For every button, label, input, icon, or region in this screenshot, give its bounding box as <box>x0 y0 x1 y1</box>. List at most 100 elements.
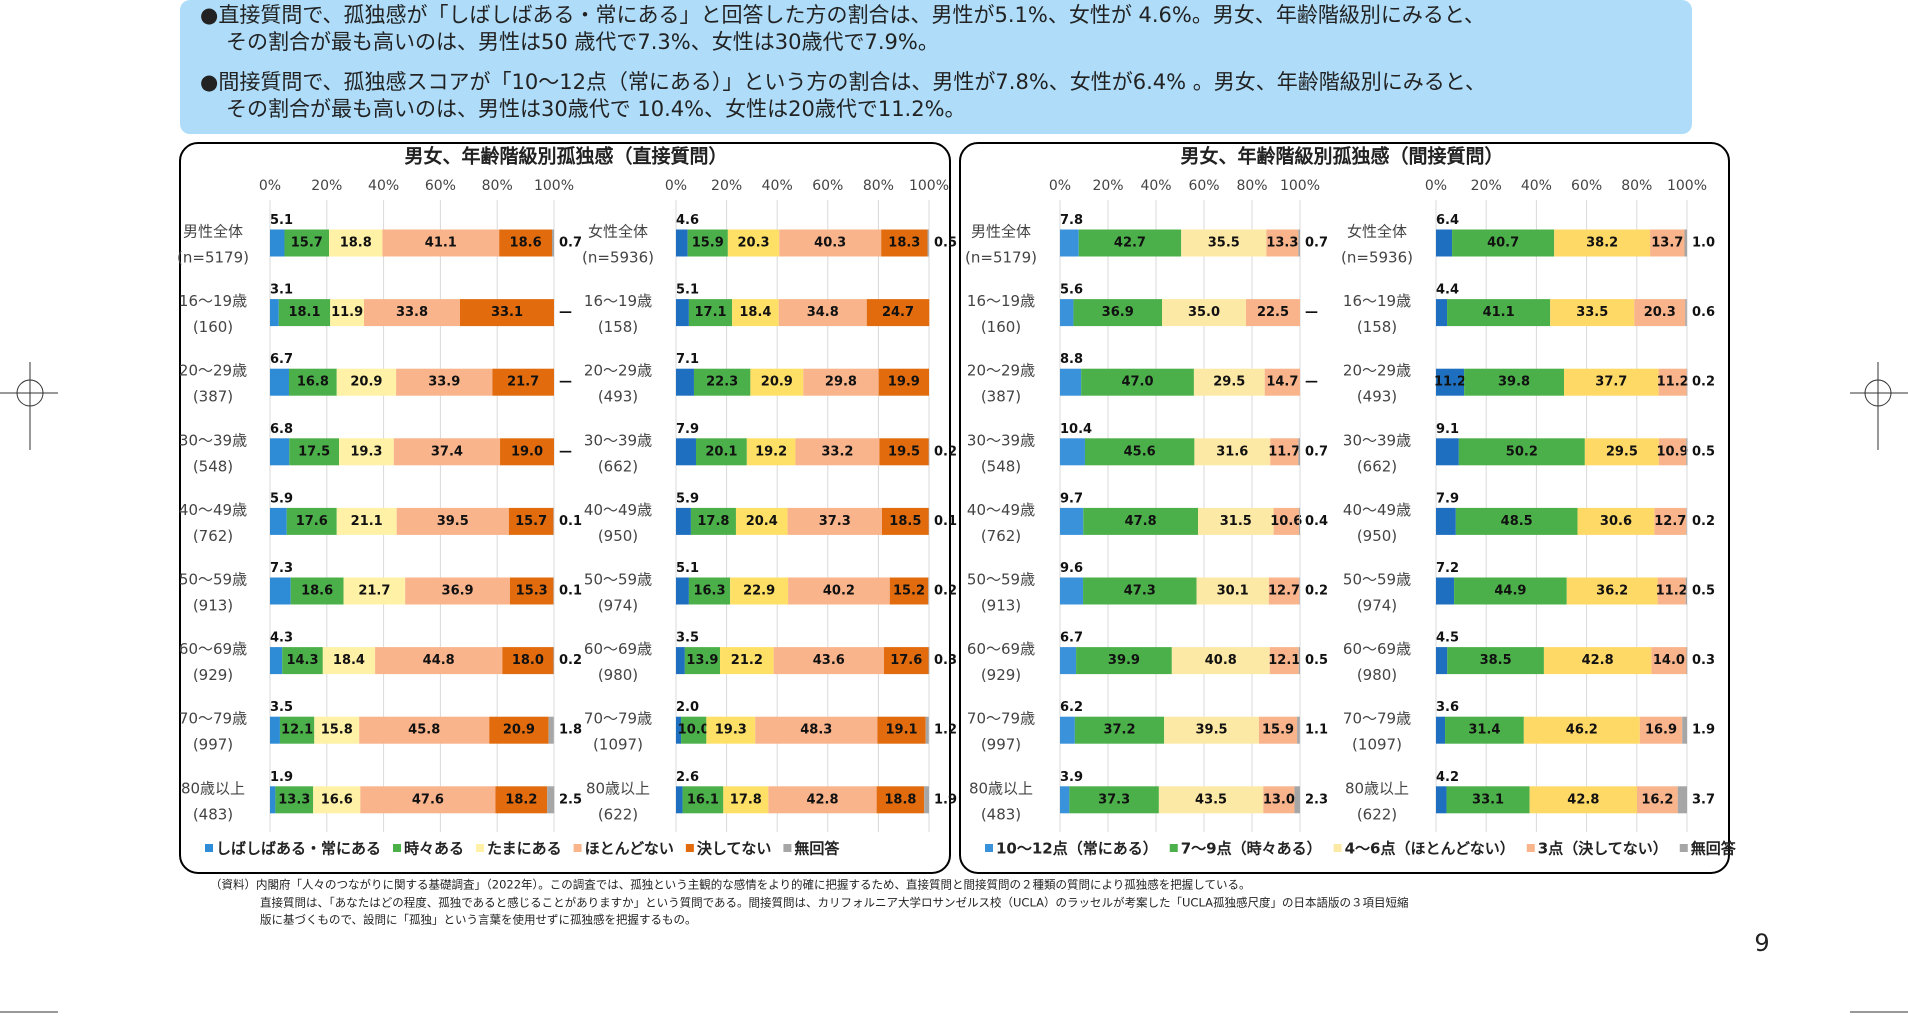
bar-segment <box>1297 716 1300 744</box>
sample-size: (762) <box>193 527 233 545</box>
data-label: 44.9 <box>1494 584 1526 599</box>
data-label: 45.8 <box>408 723 440 738</box>
category-label: 50～59歳 <box>179 571 247 589</box>
x-tick-label: 80% <box>1236 178 1267 194</box>
bar-segment <box>500 438 554 466</box>
data-label: 33.5 <box>1576 305 1608 320</box>
category-label: 20～29歳 <box>967 362 1035 380</box>
bar-segment <box>1436 229 1453 257</box>
bar-segment <box>881 507 929 535</box>
data-label: 16.8 <box>297 375 329 390</box>
data-label: 16.1 <box>687 792 719 807</box>
bar-segment <box>1083 577 1197 605</box>
bar-segment <box>286 507 337 535</box>
bar-segment <box>1658 368 1687 396</box>
bar-segment <box>359 716 490 744</box>
sample-size: (913) <box>193 597 233 615</box>
bar-segment <box>508 507 554 535</box>
data-label: 17.8 <box>730 792 762 807</box>
data-label: 39.8 <box>1498 375 1530 390</box>
bar-segment <box>313 786 361 814</box>
data-label: 12.1 <box>1268 653 1300 668</box>
bar-segment <box>553 647 554 675</box>
bar-segment <box>393 438 501 466</box>
bar-segment <box>1550 299 1635 327</box>
bar-segment <box>1436 786 1447 814</box>
bar-segment <box>779 229 882 257</box>
data-label: 4.3 <box>270 631 293 646</box>
data-label: 31.5 <box>1220 514 1252 529</box>
data-label: 12.7 <box>1268 584 1300 599</box>
x-tick-label: 40% <box>1140 178 1171 194</box>
bar-segment <box>1657 577 1686 605</box>
data-label: 7.9 <box>676 422 699 437</box>
data-label: 14.0 <box>1653 653 1685 668</box>
bar-segment <box>1171 647 1270 675</box>
category-label: 80歳以上 <box>969 779 1033 797</box>
bar-segment <box>876 786 925 814</box>
data-label: 19.1 <box>886 723 918 738</box>
sample-size: (913) <box>981 597 1021 615</box>
bar-segment <box>706 716 756 744</box>
bar-segment <box>1529 786 1638 814</box>
data-label: 33.9 <box>428 375 460 390</box>
data-label: 0.5 <box>1305 653 1328 668</box>
data-label: 30.6 <box>1600 514 1632 529</box>
sample-size: (929) <box>193 666 233 684</box>
bar-segment <box>1060 299 1074 327</box>
category-label: 20～29歳 <box>179 362 247 380</box>
data-label: 13.7 <box>1651 236 1683 251</box>
category-label: 40～49歳 <box>1343 501 1411 519</box>
data-label: 37.2 <box>1103 723 1135 738</box>
data-label: 15.7 <box>291 236 323 251</box>
bar-segment <box>1084 438 1195 466</box>
data-label: 15.3 <box>516 584 548 599</box>
data-label: 1.9 <box>934 792 957 807</box>
bar-segment <box>778 299 867 327</box>
sample-size: (662) <box>598 457 638 475</box>
bar-segment <box>788 577 890 605</box>
bar-segment <box>1650 229 1685 257</box>
bar-segment <box>928 438 930 466</box>
data-label: 18.8 <box>340 236 372 251</box>
category-label: 16～19歳 <box>179 292 247 310</box>
bar-segment <box>1637 786 1678 814</box>
bar-segment <box>1651 647 1687 675</box>
bar-segment <box>1162 299 1246 327</box>
sample-size: (160) <box>981 318 1021 336</box>
x-tick-label: 20% <box>1471 178 1502 194</box>
bar-segment <box>881 229 928 257</box>
bar-segment <box>396 507 509 535</box>
data-label: 15.9 <box>692 236 724 251</box>
bar-segment <box>1436 647 1448 675</box>
data-label: 0.5 <box>934 236 957 251</box>
data-label: 0.2 <box>1305 584 1328 599</box>
data-label: 9.1 <box>1436 422 1459 437</box>
bar-segment <box>509 577 554 605</box>
data-label: 0.2 <box>1692 514 1715 529</box>
data-label: 15.7 <box>515 514 547 529</box>
bar-segment <box>1158 786 1264 814</box>
data-label: 10.6 <box>1270 514 1302 529</box>
category-label: 30～39歳 <box>179 431 247 449</box>
category-label: 男性全体 <box>971 223 1031 241</box>
bar-segment <box>773 647 884 675</box>
legend-label: たまにある <box>487 840 562 858</box>
data-label: 11.2 <box>1434 375 1466 390</box>
data-label: 2.6 <box>676 770 699 785</box>
bar-segment <box>1196 577 1269 605</box>
data-label: 3.9 <box>1060 770 1083 785</box>
bar-segment <box>687 229 728 257</box>
data-label: 34.8 <box>807 305 839 320</box>
data-label: 21.7 <box>358 584 390 599</box>
x-tick-label: 60% <box>812 178 843 194</box>
data-label: 31.6 <box>1216 444 1248 459</box>
data-label: 45.6 <box>1124 444 1156 459</box>
data-label: 5.1 <box>270 213 293 228</box>
data-label: 7.9 <box>1436 491 1459 506</box>
data-label: 40.2 <box>823 584 855 599</box>
bar-segment <box>459 299 554 327</box>
bar-segment <box>1686 647 1688 675</box>
sample-size: (483) <box>981 805 1021 823</box>
bar-segment <box>928 577 929 605</box>
